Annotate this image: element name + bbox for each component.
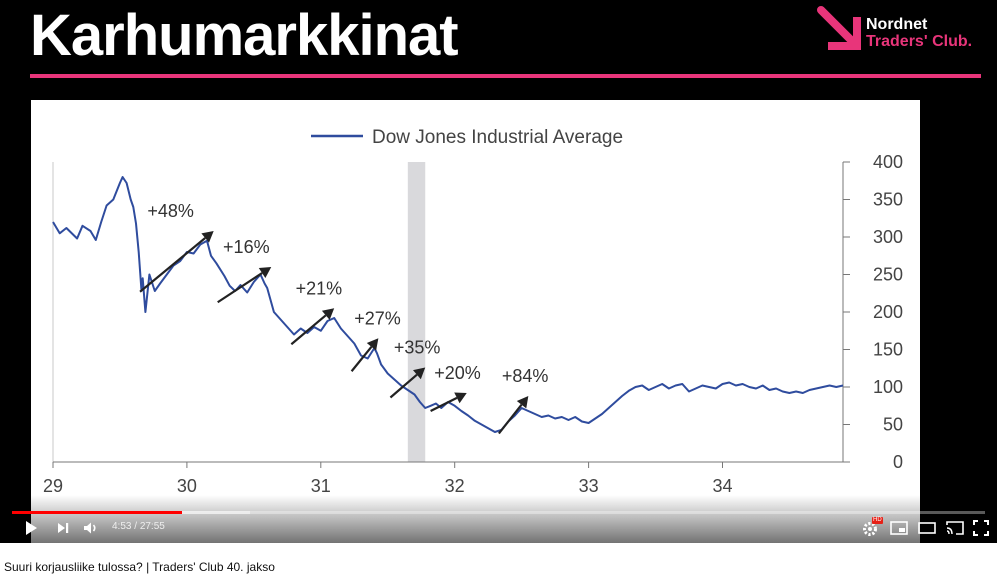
next-icon	[58, 523, 69, 533]
rally-arrow	[430, 396, 458, 412]
rally-arrow	[217, 272, 263, 304]
x-tick-labels: 29 30 31 32 33 34	[43, 462, 733, 495]
rally-arrowhead-icon	[366, 338, 379, 351]
y-tick-label: 250	[873, 265, 903, 285]
rally-label: +16%	[223, 237, 270, 257]
rally-arrowhead-icon	[454, 392, 467, 404]
theater-mode-button[interactable]	[916, 517, 938, 539]
rally-arrowhead-icon	[516, 396, 529, 409]
time-current: 4:53	[112, 521, 132, 532]
play-icon	[26, 521, 37, 535]
time-total: 27:55	[139, 521, 165, 532]
dow-jones-chart: Dow Jones Industrial Average 29 30 31 32 33 3…	[43, 127, 903, 495]
y-tick-label: 0	[893, 452, 903, 472]
slide-title: Karhumarkkinat	[30, 3, 459, 68]
rally-arrowhead-icon	[258, 267, 272, 279]
rally-arrow	[350, 346, 373, 372]
y-tick-labels: 400 350 300 250 200 150 100 50 0	[843, 152, 903, 472]
title-underline	[30, 74, 981, 78]
video-title[interactable]: Suuri korjausliike tulossa? | Traders' C…	[4, 560, 275, 574]
volume-icon	[84, 522, 96, 534]
y-tick-label: 100	[873, 377, 903, 397]
rally-label: +48%	[147, 201, 194, 221]
recession-band	[407, 162, 426, 462]
y-tick-label: 350	[873, 190, 903, 210]
legend: Dow Jones Industrial Average	[311, 127, 623, 148]
chart-slide: Dow Jones Industrial Average 29 30 31 32 33 3…	[31, 100, 920, 543]
progress-played	[12, 511, 183, 514]
x-tick-label: 31	[311, 476, 331, 495]
rally-arrow	[389, 373, 418, 399]
series-line	[52, 176, 844, 433]
x-tick-label: 30	[177, 476, 197, 495]
hd-badge: HD	[872, 517, 883, 524]
theater-icon	[918, 522, 936, 534]
miniplayer-button[interactable]	[888, 517, 910, 539]
rally-arrowhead-icon	[412, 367, 426, 380]
progress-bar[interactable]	[12, 511, 985, 514]
rally-arrowhead-icon	[201, 231, 214, 243]
next-button[interactable]	[52, 517, 74, 539]
rally-label: +35%	[394, 338, 441, 358]
time-display: 4:53 / 27:55	[112, 521, 165, 533]
rally-label: +21%	[296, 278, 343, 298]
rally-label: +27%	[354, 308, 401, 328]
y-tick-label: 50	[883, 415, 903, 435]
player-controls: 4:53 / 27:55 HD	[0, 495, 997, 543]
y-tick-label: 300	[873, 227, 903, 247]
gear-icon	[863, 522, 877, 536]
video-player[interactable]: Karhumarkkinat Nordnet Traders' Club. Do…	[0, 0, 997, 543]
cast-button[interactable]	[944, 517, 966, 539]
legend-label: Dow Jones Industrial Average	[372, 127, 623, 148]
rally-arrowhead-icon	[321, 308, 335, 320]
x-tick-label: 29	[43, 476, 63, 495]
logo-text-traders-club: Traders' Club.	[866, 33, 973, 50]
x-tick-label: 34	[712, 476, 732, 495]
y-tick-label: 200	[873, 302, 903, 322]
time-separator: /	[134, 521, 138, 532]
nordnet-logo: Nordnet Traders' Club.	[816, 5, 986, 55]
play-button[interactable]	[20, 517, 42, 539]
logo-arrow-icon	[817, 6, 861, 50]
x-tick-label: 33	[579, 476, 599, 495]
rally-arrow	[290, 314, 327, 346]
rally-arrow	[498, 403, 523, 435]
settings-button[interactable]: HD	[860, 517, 883, 539]
rally-label: +84%	[502, 366, 549, 386]
rally-label: +20%	[434, 363, 481, 383]
volume-button[interactable]	[80, 517, 102, 539]
rally-arrow	[139, 237, 206, 293]
logo-text-nordnet: Nordnet	[866, 16, 928, 33]
fullscreen-button[interactable]	[970, 517, 992, 539]
cast-icon	[946, 521, 964, 535]
y-tick-label: 400	[873, 152, 903, 172]
y-tick-label: 150	[873, 340, 903, 360]
miniplayer-icon	[890, 521, 908, 535]
rally-annotations: +48% +16% +21% +27% +35% +20% +84%	[139, 201, 549, 435]
x-tick-label: 32	[445, 476, 465, 495]
fullscreen-icon	[973, 520, 989, 536]
